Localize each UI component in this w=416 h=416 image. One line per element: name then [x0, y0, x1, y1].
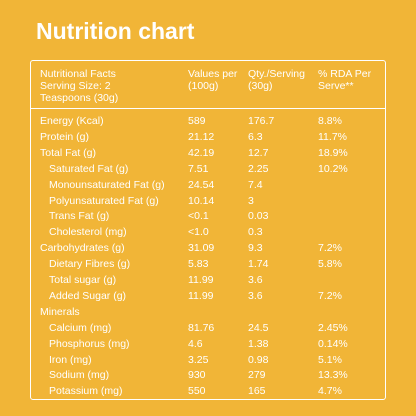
row-label: Cholesterol (mg) [49, 226, 127, 239]
row-value: 12.7 [248, 146, 269, 159]
row-value: 24.5 [248, 321, 269, 334]
row-value: 9.3 [248, 242, 263, 255]
row-value: 10.14 [188, 194, 215, 207]
row-value: 31.09 [188, 242, 215, 255]
row-value: 8.8% [318, 115, 342, 127]
row-value: 2.45% [318, 321, 348, 334]
row-value: 3.6 [248, 274, 263, 286]
row-value: 3.25 [188, 353, 209, 366]
row-value: 42.19 [188, 146, 215, 159]
row-value: 10.2% [318, 162, 348, 175]
row-value: 930 [188, 369, 206, 382]
row-label: Sodium (mg) [49, 369, 110, 382]
row-value: 176.7 [248, 115, 275, 127]
header-cell: Nutritional Facts [40, 68, 116, 80]
header-cell: Teaspoons (30g) [40, 92, 119, 104]
header-divider [30, 108, 386, 109]
row-value: 589 [188, 115, 206, 127]
row-label: Saturated Fat (g) [49, 162, 129, 175]
title: Nutrition chart [36, 18, 195, 44]
row-label: Total sugar (g) [49, 274, 117, 286]
row-label: Trans Fat (g) [49, 210, 110, 223]
header-cell: % RDA Per [318, 68, 372, 80]
row-value: 5.1% [318, 353, 342, 366]
row-label: Minerals [40, 305, 80, 318]
row-value: 0.03 [248, 210, 269, 223]
row-value: 0.14% [318, 337, 348, 350]
row-label: Energy (Kcal) [40, 115, 104, 127]
header-cell: Qty./Serving [248, 68, 305, 80]
row-value: 21.12 [188, 130, 215, 143]
row-value: 0.98 [248, 353, 269, 366]
header-cell: (30g) [248, 80, 273, 92]
row-label: Phosphorus (mg) [49, 337, 130, 350]
row-value: 7.2% [318, 242, 342, 255]
row-label: Potassium (mg) [49, 385, 123, 398]
row-value: 7.4 [248, 178, 263, 191]
row-value: 13.3% [318, 369, 348, 382]
row-value: 1.74 [248, 258, 269, 271]
header-cell: (100g) [188, 80, 219, 92]
table-border [30, 60, 386, 400]
row-value: 4.7% [318, 385, 342, 398]
row-value: 24.54 [188, 178, 215, 191]
row-label: Dietary Fibres (g) [49, 258, 131, 271]
row-value: 550 [188, 385, 206, 398]
row-value: 5.8% [318, 258, 342, 271]
row-label: Polyunsaturated Fat (g) [49, 194, 159, 207]
row-value: <0.1 [188, 210, 209, 223]
row-value: 3.6 [248, 289, 263, 302]
row-value: 11.7% [318, 130, 347, 143]
row-value: <1.0 [188, 226, 209, 239]
row-label: Total Fat (g) [40, 146, 97, 159]
row-value: 0.3 [248, 226, 263, 239]
row-label: Calcium (mg) [49, 321, 112, 334]
row-label: Added Sugar (g) [49, 289, 127, 302]
row-value: 7.2% [318, 289, 342, 302]
row-label: Carbohydrates (g) [40, 242, 125, 255]
header-cell: Serving Size: 2 [40, 80, 111, 92]
row-value: 18.9% [318, 146, 348, 159]
row-value: 1.38 [248, 337, 269, 350]
row-value: 279 [248, 369, 266, 382]
row-value: 5.83 [188, 258, 209, 271]
row-value: 11.99 [188, 274, 214, 286]
header-cell: Serve** [318, 80, 354, 92]
row-value: 81.76 [188, 321, 215, 334]
row-value: 165 [248, 385, 266, 398]
row-label: Iron (mg) [49, 353, 92, 366]
row-value: 3 [248, 194, 254, 207]
row-value: 2.25 [248, 162, 269, 175]
row-label: Protein (g) [40, 130, 90, 143]
row-value: 4.6 [188, 337, 203, 350]
row-value: 7.51 [188, 162, 209, 175]
row-value: 6.3 [248, 130, 263, 143]
header-cell: Values per [188, 68, 238, 80]
row-label: Monounsaturated Fat (g) [49, 178, 165, 191]
row-value: 11.99 [188, 289, 214, 302]
